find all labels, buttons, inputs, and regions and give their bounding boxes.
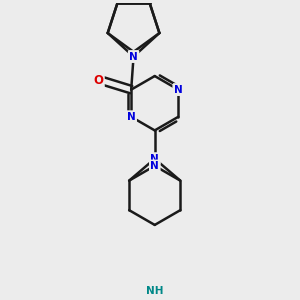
Text: N: N: [127, 112, 136, 122]
Text: NH: NH: [146, 286, 164, 296]
Text: N: N: [150, 161, 159, 171]
Text: N: N: [150, 154, 159, 164]
Text: O: O: [93, 74, 103, 87]
Text: N: N: [174, 85, 183, 94]
Text: N: N: [127, 112, 136, 122]
Text: N: N: [150, 161, 159, 171]
Text: N: N: [174, 85, 183, 94]
Text: N: N: [129, 52, 138, 61]
Text: NH: NH: [146, 286, 164, 296]
Text: O: O: [93, 74, 103, 87]
Text: N: N: [129, 52, 138, 61]
Text: N: N: [150, 154, 159, 164]
